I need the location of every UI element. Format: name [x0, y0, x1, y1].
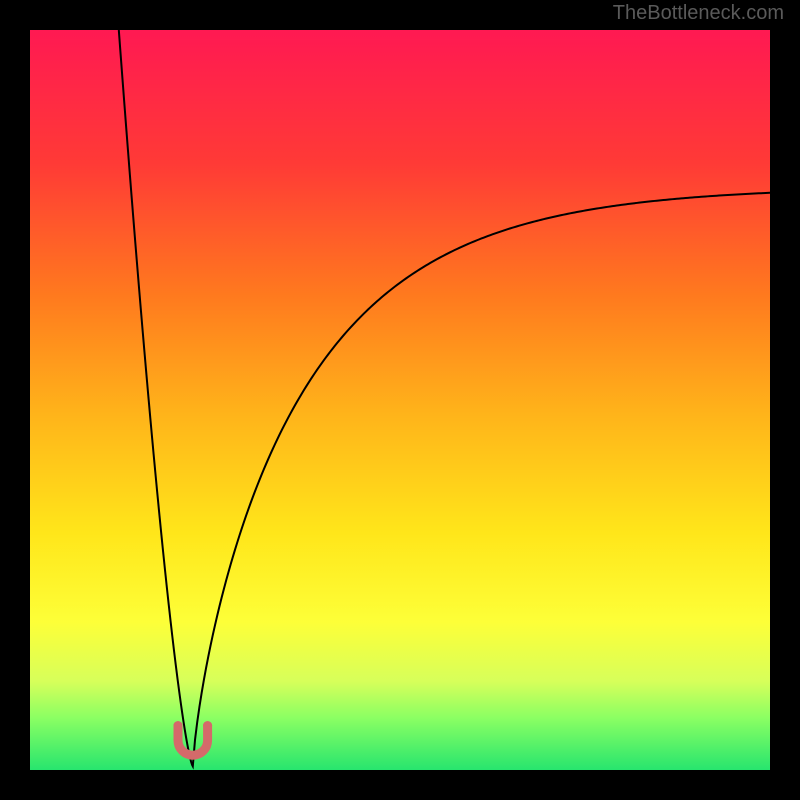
plot-area — [30, 30, 770, 770]
chart-container: TheBottleneck.com — [0, 0, 800, 800]
bottleneck-chart — [0, 0, 800, 800]
watermark-text: TheBottleneck.com — [613, 2, 784, 25]
